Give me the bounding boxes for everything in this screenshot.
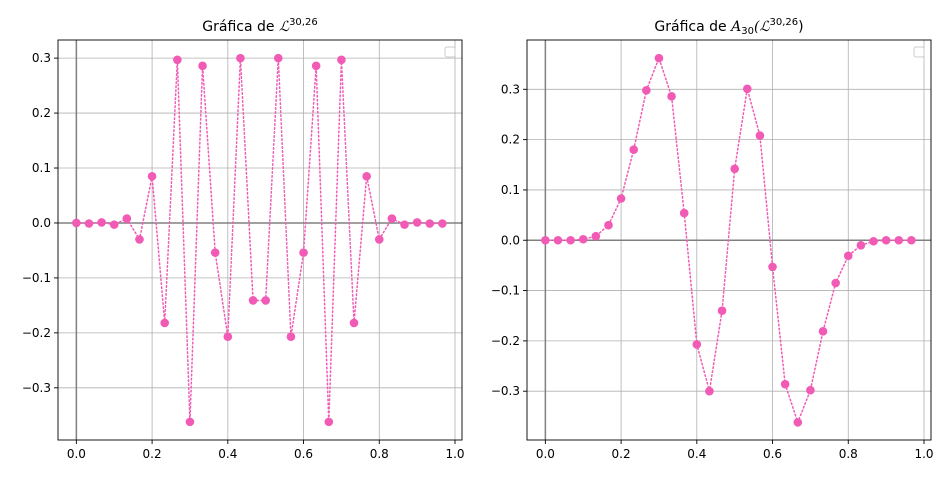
data-point — [806, 385, 815, 395]
x-tick-label: 0.2 — [143, 447, 162, 461]
data-point — [679, 208, 689, 218]
x-tick-label: 0.2 — [612, 447, 631, 461]
x-tick-label: 0.4 — [218, 447, 237, 461]
data-point — [299, 248, 308, 257]
x-tick-label: 0.4 — [687, 447, 706, 461]
data-point — [768, 262, 777, 272]
subplot-2: 0.0 0.2 0.4 0.6 0.8 1.0 −0.3 −0.2 −0.1 0.0 0.1 0.2 0… — [491, 17, 934, 461]
y-tick-label: −0.2 — [22, 326, 51, 340]
legend-box — [444, 46, 456, 58]
data-point — [604, 220, 613, 230]
data-point — [578, 234, 588, 244]
data-point — [742, 84, 752, 94]
data-point — [629, 145, 638, 154]
y-tick-label: 0.0 — [501, 233, 520, 247]
data-point — [591, 231, 601, 241]
data-point — [642, 86, 651, 95]
data-point — [755, 131, 765, 140]
subplot-1: 0.0 0.2 0.4 0.6 0.8 1.0 −0.3 −0.2 −0.1 0.0 0.1 0.2 0… — [22, 17, 465, 461]
data-point — [425, 219, 435, 228]
data-point — [907, 235, 916, 245]
data-point — [412, 218, 422, 227]
y-tick-label: 0.2 — [32, 106, 51, 120]
data-point — [831, 278, 840, 288]
data-point — [717, 306, 727, 315]
x-tick-label: 0.6 — [763, 447, 782, 461]
data-point — [438, 219, 447, 228]
y-tick-label: 0.0 — [32, 216, 51, 230]
y-tick-label: −0.3 — [491, 384, 520, 398]
data-point — [374, 235, 384, 244]
x-tick-label: 0.8 — [370, 447, 389, 461]
axes-frame — [57, 39, 463, 441]
x-tick-label: 0.0 — [536, 447, 555, 461]
data-point — [236, 53, 245, 63]
data-point — [122, 214, 132, 223]
y-tick-label: 0.3 — [501, 82, 520, 96]
data-point — [72, 218, 81, 228]
data-point — [541, 235, 550, 245]
data-point — [223, 332, 233, 342]
data-point — [667, 92, 676, 101]
data-point — [147, 171, 157, 181]
data-point — [248, 296, 258, 305]
y-tick-label: 0.3 — [32, 51, 51, 65]
data-point — [730, 164, 739, 174]
data-point — [349, 318, 359, 328]
data-point — [780, 379, 790, 389]
x-tick-label: 0.0 — [67, 447, 86, 461]
x-tick-label: 0.6 — [294, 447, 313, 461]
data-point — [210, 248, 220, 257]
x-tick-label: 0.8 — [839, 447, 858, 461]
y-tick-label: 0.1 — [32, 161, 51, 175]
data-point — [869, 236, 878, 246]
data-point — [337, 55, 346, 65]
data-point — [654, 53, 664, 63]
data-point — [160, 318, 169, 328]
data-point — [894, 235, 904, 245]
y-tick-label: 0.2 — [501, 133, 520, 147]
x-tick-label: 1.0 — [445, 447, 464, 461]
data-point — [311, 61, 321, 71]
y-tick-label: −0.3 — [22, 381, 51, 395]
y-tick-label: −0.1 — [491, 284, 520, 298]
data-point — [856, 240, 866, 250]
data-point — [173, 55, 182, 65]
data-point — [273, 53, 283, 63]
data-point — [324, 417, 334, 427]
y-tick-label: −0.1 — [22, 271, 51, 285]
data-point — [362, 171, 371, 181]
data-point — [705, 386, 714, 396]
data-point — [793, 418, 803, 427]
data-point — [692, 340, 702, 349]
data-point — [198, 61, 207, 71]
x-tick-label: 1.0 — [914, 447, 933, 461]
data-point — [400, 220, 409, 229]
data-point — [97, 218, 106, 227]
y-tick-label: −0.2 — [491, 334, 520, 348]
data-point — [616, 194, 626, 203]
data-point — [881, 235, 891, 245]
data-point — [286, 332, 296, 342]
y-tick-label: 0.1 — [501, 183, 520, 197]
data-point — [261, 296, 270, 305]
data-point — [553, 235, 563, 245]
data-point — [84, 219, 94, 228]
data-point — [387, 214, 397, 223]
data-point — [566, 235, 575, 245]
data-point — [109, 220, 119, 229]
chart-title: Gráfica de A30(ℒ30,26) — [654, 17, 803, 37]
data-point — [135, 235, 144, 244]
data-point — [818, 327, 828, 336]
chart-title: Gráfica de ℒ30,26 — [202, 17, 317, 35]
legend-box — [913, 46, 925, 58]
data-point — [843, 251, 853, 261]
data-point — [185, 417, 195, 427]
